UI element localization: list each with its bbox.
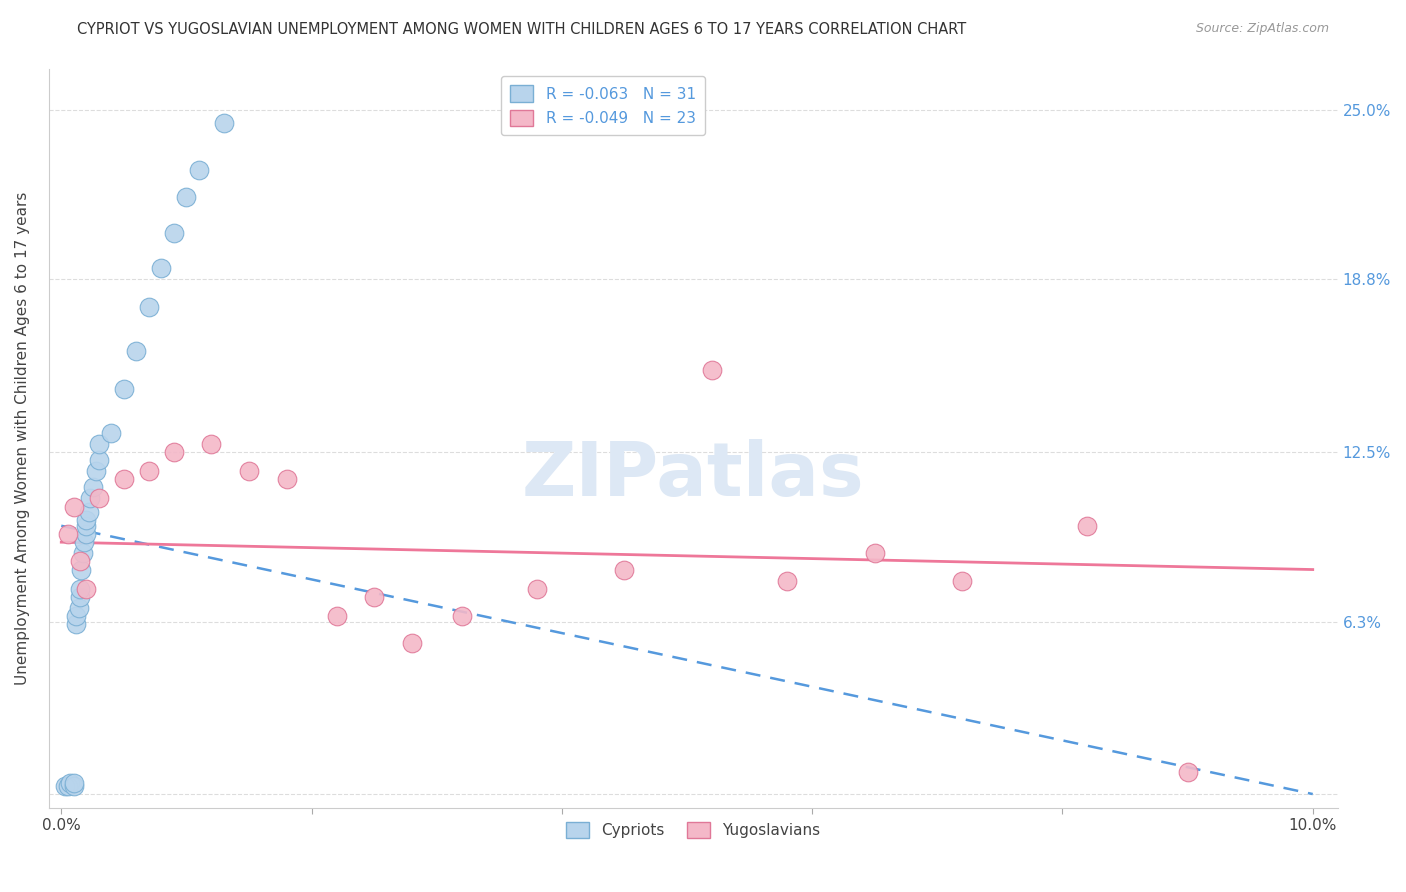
Point <box>150 261 173 276</box>
Point <box>87 491 110 506</box>
Point <box>176 190 198 204</box>
Point <box>75 518 97 533</box>
Point <box>1177 765 1199 780</box>
Text: ZIPatlas: ZIPatlas <box>522 439 865 512</box>
Point <box>138 300 160 314</box>
Point <box>112 472 135 486</box>
Point <box>53 779 76 793</box>
Point <box>62 500 84 514</box>
Point <box>75 582 97 596</box>
Point <box>776 574 799 588</box>
Point <box>70 563 93 577</box>
Point <box>84 464 107 478</box>
Text: CYPRIOT VS YUGOSLAVIAN UNEMPLOYMENT AMONG WOMEN WITH CHILDREN AGES 6 TO 17 YEARS: CYPRIOT VS YUGOSLAVIAN UNEMPLOYMENT AMON… <box>77 22 966 37</box>
Point <box>87 436 110 450</box>
Point <box>69 582 91 596</box>
Point <box>163 226 186 240</box>
Point <box>401 636 423 650</box>
Point <box>125 343 148 358</box>
Point <box>65 617 87 632</box>
Legend: Cypriots, Yugoslavians: Cypriots, Yugoslavians <box>560 816 827 845</box>
Point <box>75 513 97 527</box>
Point <box>69 590 91 604</box>
Point <box>212 116 235 130</box>
Point <box>59 776 82 790</box>
Point <box>700 362 723 376</box>
Point <box>138 464 160 478</box>
Y-axis label: Unemployment Among Women with Children Ages 6 to 17 years: Unemployment Among Women with Children A… <box>15 192 30 685</box>
Point <box>73 535 96 549</box>
Point <box>200 436 222 450</box>
Point <box>62 776 84 790</box>
Point <box>325 609 347 624</box>
Point <box>363 590 385 604</box>
Point <box>69 554 91 568</box>
Point <box>67 600 90 615</box>
Point <box>56 779 79 793</box>
Point <box>79 491 101 506</box>
Point <box>187 162 209 177</box>
Point <box>276 472 298 486</box>
Point <box>75 527 97 541</box>
Point <box>526 582 548 596</box>
Point <box>82 480 104 494</box>
Point <box>112 382 135 396</box>
Point <box>613 563 636 577</box>
Point <box>62 779 84 793</box>
Point <box>77 505 100 519</box>
Point <box>100 425 122 440</box>
Point <box>950 574 973 588</box>
Point <box>65 609 87 624</box>
Point <box>87 453 110 467</box>
Point <box>1076 518 1098 533</box>
Text: Source: ZipAtlas.com: Source: ZipAtlas.com <box>1195 22 1329 36</box>
Point <box>72 546 94 560</box>
Point <box>238 464 260 478</box>
Point <box>163 445 186 459</box>
Point <box>863 546 886 560</box>
Point <box>450 609 472 624</box>
Point <box>56 527 79 541</box>
